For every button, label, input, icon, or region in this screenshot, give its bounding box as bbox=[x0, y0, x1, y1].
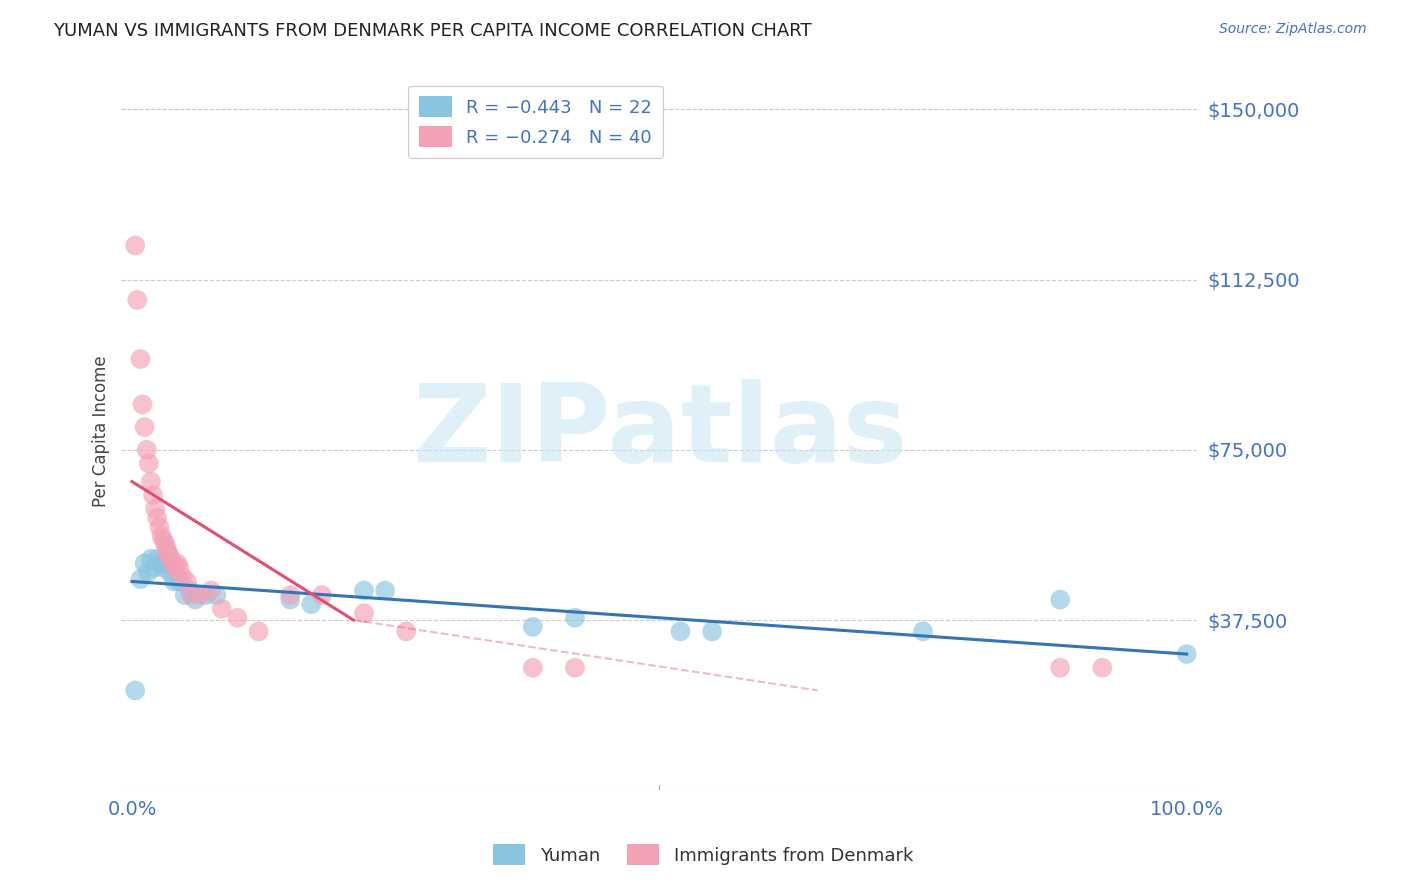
Point bbox=[172, 570, 194, 584]
Point bbox=[148, 520, 170, 534]
Point bbox=[353, 583, 375, 598]
Point bbox=[150, 529, 173, 543]
Point bbox=[149, 557, 172, 571]
Point bbox=[278, 592, 301, 607]
Point bbox=[564, 611, 586, 625]
Text: Source: ZipAtlas.com: Source: ZipAtlas.com bbox=[1219, 22, 1367, 37]
Point bbox=[124, 238, 146, 252]
Point bbox=[194, 588, 217, 602]
Point bbox=[143, 501, 166, 516]
Point bbox=[162, 557, 184, 571]
Point bbox=[176, 574, 198, 589]
Point bbox=[522, 620, 544, 634]
Point bbox=[299, 597, 322, 611]
Legend: R = −0.443   N = 22, R = −0.274   N = 40: R = −0.443 N = 22, R = −0.274 N = 40 bbox=[408, 86, 662, 158]
Point bbox=[139, 551, 162, 566]
Point bbox=[134, 557, 156, 571]
Point bbox=[156, 547, 179, 561]
Point bbox=[127, 293, 149, 307]
Point bbox=[200, 583, 222, 598]
Point bbox=[211, 601, 233, 615]
Point bbox=[1091, 661, 1114, 675]
Point bbox=[374, 583, 396, 598]
Point bbox=[169, 574, 191, 589]
Point bbox=[173, 588, 195, 602]
Point bbox=[247, 624, 270, 639]
Point bbox=[1049, 661, 1071, 675]
Point bbox=[143, 561, 166, 575]
Text: YUMAN VS IMMIGRANTS FROM DENMARK PER CAPITA INCOME CORRELATION CHART: YUMAN VS IMMIGRANTS FROM DENMARK PER CAP… bbox=[53, 22, 813, 40]
Point bbox=[129, 572, 152, 586]
Legend: Yuman, Immigrants from Denmark: Yuman, Immigrants from Denmark bbox=[485, 837, 921, 872]
Point bbox=[179, 583, 201, 598]
Point bbox=[139, 475, 162, 489]
Point bbox=[134, 420, 156, 434]
Point bbox=[165, 561, 187, 575]
Point bbox=[1175, 647, 1198, 661]
Point bbox=[190, 588, 212, 602]
Point bbox=[160, 551, 183, 566]
Point bbox=[911, 624, 934, 639]
Point bbox=[169, 561, 191, 575]
Point bbox=[166, 557, 188, 571]
Point bbox=[156, 542, 179, 557]
Point bbox=[138, 457, 160, 471]
Point bbox=[124, 683, 146, 698]
Point bbox=[152, 533, 174, 548]
Point bbox=[564, 661, 586, 675]
Point bbox=[131, 397, 153, 411]
Point bbox=[156, 557, 179, 571]
Y-axis label: Per Capita Income: Per Capita Income bbox=[93, 356, 110, 508]
Point bbox=[159, 566, 181, 580]
Point bbox=[395, 624, 418, 639]
Point bbox=[155, 538, 177, 552]
Text: ZIPatlas: ZIPatlas bbox=[412, 378, 907, 484]
Point bbox=[163, 574, 186, 589]
Point bbox=[522, 661, 544, 675]
Point bbox=[353, 606, 375, 620]
Point bbox=[184, 592, 207, 607]
Point bbox=[136, 566, 159, 580]
Point bbox=[180, 588, 202, 602]
Point bbox=[311, 588, 333, 602]
Point bbox=[278, 588, 301, 602]
Point bbox=[142, 488, 165, 502]
Point bbox=[152, 561, 174, 575]
Point bbox=[146, 551, 169, 566]
Point bbox=[669, 624, 692, 639]
Point bbox=[146, 511, 169, 525]
Point bbox=[700, 624, 723, 639]
Point bbox=[157, 547, 180, 561]
Point bbox=[129, 351, 152, 366]
Point bbox=[135, 442, 157, 457]
Point bbox=[1049, 592, 1071, 607]
Point bbox=[226, 611, 249, 625]
Point bbox=[205, 588, 228, 602]
